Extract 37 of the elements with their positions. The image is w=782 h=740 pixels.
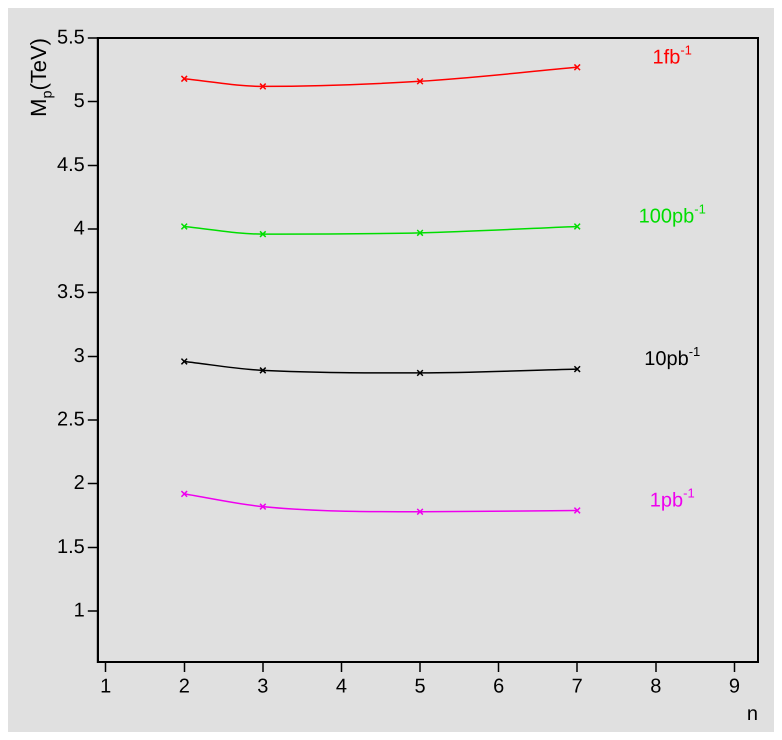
point bbox=[259, 366, 266, 374]
point bbox=[180, 222, 188, 230]
point bbox=[259, 230, 266, 238]
point bbox=[180, 75, 188, 82]
point bbox=[416, 78, 424, 85]
y-tick-label: 5 bbox=[74, 90, 85, 112]
x-tick-label: 9 bbox=[728, 676, 740, 698]
x-axis-title: n bbox=[746, 703, 758, 725]
point bbox=[574, 222, 581, 230]
y-tick-label: 3 bbox=[74, 344, 85, 367]
y-tick-label: 2.5 bbox=[56, 408, 85, 431]
point bbox=[416, 369, 424, 376]
point bbox=[180, 490, 188, 498]
x-tick-label: 3 bbox=[257, 676, 268, 698]
y-tick-label: 1.5 bbox=[56, 536, 85, 558]
x-tick-label: 8 bbox=[650, 676, 662, 698]
y-tick-label: 4 bbox=[74, 218, 85, 240]
x-tick-label: 5 bbox=[414, 676, 426, 698]
point bbox=[574, 64, 581, 71]
y-tick-label: 3.5 bbox=[56, 281, 85, 304]
y-tick-label: 2 bbox=[74, 472, 85, 494]
x-tick-label: 1 bbox=[100, 676, 112, 698]
x-tick-label: 7 bbox=[572, 676, 583, 698]
x-tick-label: 6 bbox=[493, 676, 504, 698]
point bbox=[416, 229, 424, 236]
y-tick-label: 5.5 bbox=[56, 26, 85, 49]
y-tick-label: 4.5 bbox=[56, 154, 85, 176]
x-tick-label: 4 bbox=[336, 676, 348, 698]
point bbox=[574, 366, 581, 373]
point bbox=[259, 503, 266, 510]
x-tick-label: 2 bbox=[178, 676, 190, 698]
y-axis-title: Mp(TeV) bbox=[26, 38, 56, 117]
y-tick-label: 1 bbox=[74, 600, 85, 622]
point bbox=[180, 358, 188, 366]
point bbox=[416, 508, 424, 516]
point bbox=[259, 82, 266, 90]
point bbox=[574, 506, 581, 514]
